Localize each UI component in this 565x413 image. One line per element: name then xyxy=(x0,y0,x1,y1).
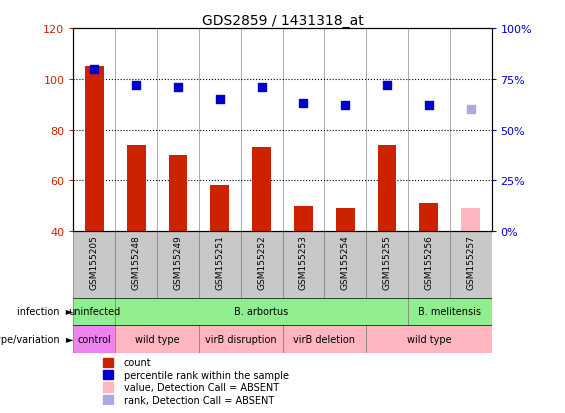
Bar xyxy=(366,232,408,298)
Point xyxy=(132,82,141,89)
Text: GSM155253: GSM155253 xyxy=(299,235,308,290)
Bar xyxy=(199,232,241,298)
Bar xyxy=(241,232,282,298)
Bar xyxy=(157,232,199,298)
Text: value, Detection Call = ABSENT: value, Detection Call = ABSENT xyxy=(124,382,279,392)
Text: GSM155256: GSM155256 xyxy=(424,235,433,290)
Text: infection  ►: infection ► xyxy=(17,307,73,317)
Bar xyxy=(85,67,104,232)
Bar xyxy=(199,325,282,353)
Bar xyxy=(210,186,229,232)
Bar xyxy=(419,204,438,232)
Text: wild type: wild type xyxy=(135,335,179,344)
Bar xyxy=(115,325,199,353)
Text: GSM155252: GSM155252 xyxy=(257,235,266,290)
Bar xyxy=(103,395,113,404)
Bar xyxy=(408,298,492,325)
Bar xyxy=(336,209,355,232)
Bar xyxy=(103,358,113,367)
Text: B. arbortus: B. arbortus xyxy=(234,307,289,317)
Text: count: count xyxy=(124,358,151,368)
Bar xyxy=(294,206,313,232)
Bar xyxy=(252,148,271,232)
Text: GSM155254: GSM155254 xyxy=(341,235,350,290)
Bar xyxy=(73,325,115,353)
Text: GSM155257: GSM155257 xyxy=(466,235,475,290)
Bar xyxy=(282,325,366,353)
Point xyxy=(299,101,308,107)
Bar xyxy=(408,232,450,298)
Text: GSM155251: GSM155251 xyxy=(215,235,224,290)
Bar xyxy=(115,232,157,298)
Text: B. melitensis: B. melitensis xyxy=(418,307,481,317)
Bar xyxy=(103,370,113,380)
Point xyxy=(90,66,99,73)
Text: GSM155255: GSM155255 xyxy=(383,235,392,290)
Point xyxy=(215,97,224,103)
Bar xyxy=(377,145,397,232)
Bar xyxy=(103,382,113,392)
Bar xyxy=(324,232,366,298)
Bar xyxy=(282,232,324,298)
Point xyxy=(424,102,433,109)
Text: control: control xyxy=(77,335,111,344)
Text: genotype/variation  ►: genotype/variation ► xyxy=(0,335,73,344)
Point xyxy=(341,102,350,109)
Bar xyxy=(366,325,492,353)
Title: GDS2859 / 1431318_at: GDS2859 / 1431318_at xyxy=(202,14,363,28)
Point xyxy=(466,107,475,113)
Bar xyxy=(461,209,480,232)
Point xyxy=(383,82,392,89)
Point xyxy=(173,84,182,91)
Text: wild type: wild type xyxy=(407,335,451,344)
Text: virB deletion: virB deletion xyxy=(293,335,355,344)
Text: virB disruption: virB disruption xyxy=(205,335,276,344)
Text: GSM155205: GSM155205 xyxy=(90,235,99,290)
Text: GSM155248: GSM155248 xyxy=(132,235,141,290)
Point xyxy=(257,84,266,91)
Bar xyxy=(73,232,115,298)
Text: percentile rank within the sample: percentile rank within the sample xyxy=(124,370,289,380)
Text: rank, Detection Call = ABSENT: rank, Detection Call = ABSENT xyxy=(124,394,274,405)
Text: GSM155249: GSM155249 xyxy=(173,235,182,290)
Bar xyxy=(168,156,188,232)
Bar xyxy=(450,232,492,298)
Text: uninfected: uninfected xyxy=(68,307,120,317)
Bar xyxy=(73,298,115,325)
Bar xyxy=(115,298,408,325)
Bar xyxy=(127,145,146,232)
